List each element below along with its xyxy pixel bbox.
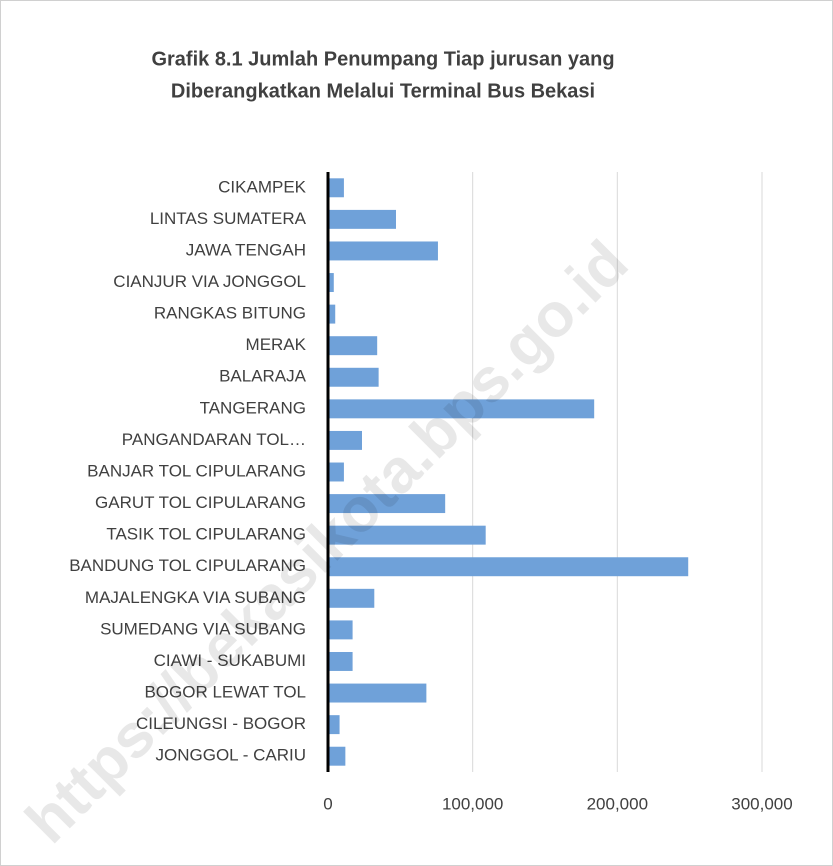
y-tick-label: BANDUNG TOL CIPULARANG (69, 556, 306, 575)
y-tick-label: JONGGOL - CARIU (156, 746, 307, 765)
bar (328, 336, 378, 356)
bar (328, 525, 486, 545)
bar (328, 494, 446, 514)
y-tick-label: TASIK TOL CIPULARANG (106, 525, 306, 544)
y-tick-label: TANGERANG (200, 398, 306, 417)
x-tick-label: 0 (323, 794, 332, 813)
bar (328, 209, 396, 229)
bar (328, 683, 427, 703)
bar (328, 588, 375, 608)
bar (328, 178, 344, 198)
bar (328, 715, 340, 735)
y-tick-label: BANJAR TOL CIPULARANG (87, 461, 306, 480)
bar (328, 746, 346, 766)
y-tick-label: BALARAJA (219, 367, 307, 386)
y-tick-label: GARUT TOL CIPULARANG (95, 493, 306, 512)
y-tick-label: PANGANDARAN TOL… (122, 430, 306, 449)
chart-title: Diberangkatkan Melalui Terminal Bus Beka… (171, 80, 595, 102)
bar (328, 620, 353, 640)
y-tick-label: LINTAS SUMATERA (150, 209, 307, 228)
x-tick-label: 200,000 (587, 794, 648, 813)
y-tick-label: MAJALENGKA VIA SUBANG (85, 588, 306, 607)
bar (328, 241, 438, 261)
bar (328, 652, 353, 671)
y-tick-label: SUMEDANG VIA SUBANG (100, 619, 306, 638)
y-tick-label: CIANJUR VIA JONGGOL (113, 272, 306, 291)
x-tick-label: 300,000 (731, 794, 792, 813)
y-tick-label: BOGOR LEWAT TOL (144, 683, 306, 702)
bar (328, 273, 334, 292)
y-tick-label: CIAWI - SUKABUMI (154, 651, 306, 670)
y-tick-label: MERAK (246, 335, 307, 354)
y-tick-label: CILEUNGSI - BOGOR (136, 714, 306, 733)
y-tick-label: RANGKAS BITUNG (154, 304, 306, 323)
x-tick-label: 100,000 (442, 794, 503, 813)
y-tick-label: JAWA TENGAH (186, 240, 306, 259)
chart-title: Grafik 8.1 Jumlah Penumpang Tiap jurusan… (151, 48, 614, 70)
y-tick-label: CIKAMPEK (218, 177, 307, 196)
bar (328, 557, 689, 577)
bar (328, 367, 379, 387)
bar (328, 430, 362, 450)
bar (328, 462, 344, 482)
bar (328, 304, 336, 324)
bar (328, 399, 595, 419)
